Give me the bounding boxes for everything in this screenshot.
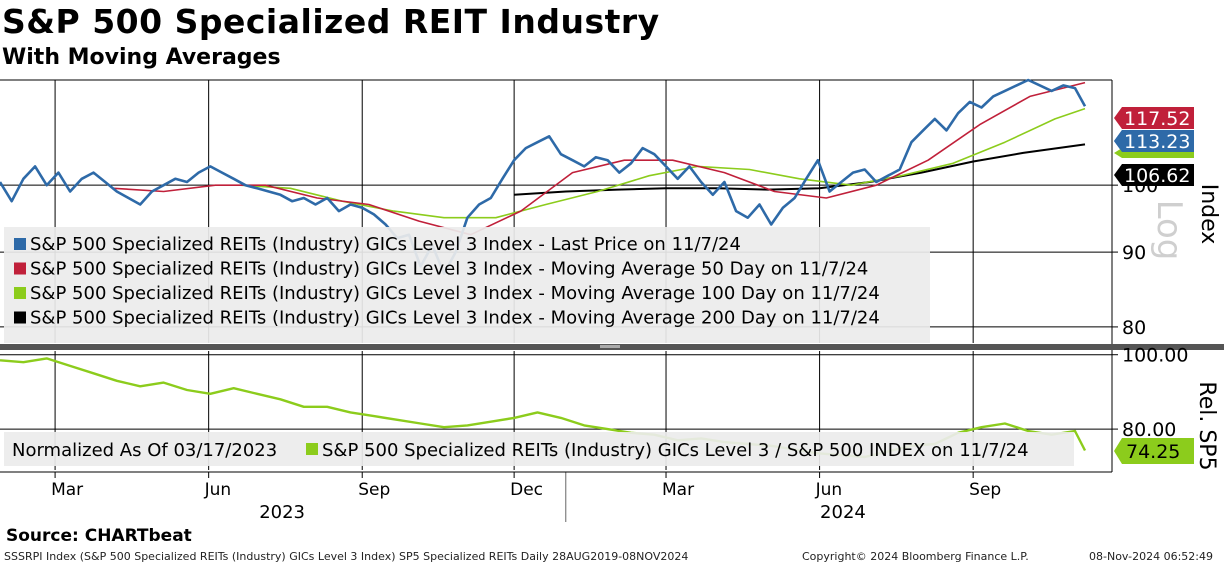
panel-splitter-grip <box>600 345 620 348</box>
main-legend-box <box>4 227 930 343</box>
chart-title: S&P 500 Specialized REIT Industry <box>2 2 660 41</box>
legend-swatch-0 <box>14 238 26 250</box>
x-year-label-0: 2023 <box>259 502 305 523</box>
value-label-0: 117.52 <box>1124 108 1190 130</box>
rel-y-tick-label-0: 100.00 <box>1122 345 1188 367</box>
legend-swatch-3 <box>14 311 26 324</box>
footer-timestamp: 08-Nov-2024 06:52:49 <box>1089 550 1214 563</box>
value-label-bg-2 <box>1114 164 1194 186</box>
x-tick-label-4: Mar <box>662 480 694 500</box>
x-year-label-1: 2024 <box>820 502 866 523</box>
series-line-1 <box>113 81 1086 236</box>
chart-subtitle: With Moving Averages <box>2 45 281 70</box>
series-line-0 <box>0 78 1087 275</box>
log-scale-watermark: Log <box>1149 200 1189 261</box>
y-tick-label-0: 80 <box>1122 317 1146 339</box>
rel-value-label-bg-0 <box>1114 438 1194 464</box>
x-tick-label-2: Sep <box>358 480 390 500</box>
value-label-price-top: 113.23 <box>1124 131 1190 153</box>
normalized-note: Normalized As Of 03/17/2023 <box>12 440 277 461</box>
source-note: Source: CHARTbeat <box>6 526 192 546</box>
x-tick-label-5: Jun <box>815 480 843 500</box>
relative-legend-entry: S&P 500 Specialized REITs (Industry) GIC… <box>322 440 1029 461</box>
value-label-2: 106.62 <box>1124 165 1190 187</box>
x-tick-label-6: Sep <box>969 480 1001 500</box>
footer-description: SSSRPI Index (S&P 500 Specialized REITs … <box>4 550 689 563</box>
relative-legend-swatch <box>306 443 318 455</box>
relative-legend-box <box>4 432 1074 466</box>
legend-swatch-1 <box>14 262 26 275</box>
x-tick-label-1: Jun <box>204 480 232 500</box>
legend-entry-3: S&P 500 Specialized REITs (Industry) GIC… <box>30 308 880 329</box>
legend-entry-0: S&P 500 Specialized REITs (Industry) GIC… <box>30 234 741 255</box>
rel-y-axis-label: Rel. SP5 <box>1194 381 1219 470</box>
legend-swatch-2 <box>14 287 26 299</box>
y-tick-label-1: 90 <box>1122 242 1146 264</box>
main-y-axis-label: Index <box>1196 184 1221 245</box>
x-tick-label-0: Mar <box>51 480 83 500</box>
value-label-bg-price-top <box>1114 130 1194 152</box>
series-line-3 <box>514 143 1086 196</box>
value-label-bg-0 <box>1114 107 1194 129</box>
legend-entry-2: S&P 500 Specialized REITs (Industry) GIC… <box>30 283 880 304</box>
rel-y-tick-label-1: 80.00 <box>1122 419 1176 441</box>
legend-entry-1: S&P 500 Specialized REITs (Industry) GIC… <box>30 259 868 280</box>
rel-value-label-0: 74.25 <box>1126 441 1180 463</box>
footer-copyright: Copyright© 2024 Bloomberg Finance L.P. <box>802 550 1029 563</box>
x-tick-label-3: Dec <box>510 480 543 500</box>
